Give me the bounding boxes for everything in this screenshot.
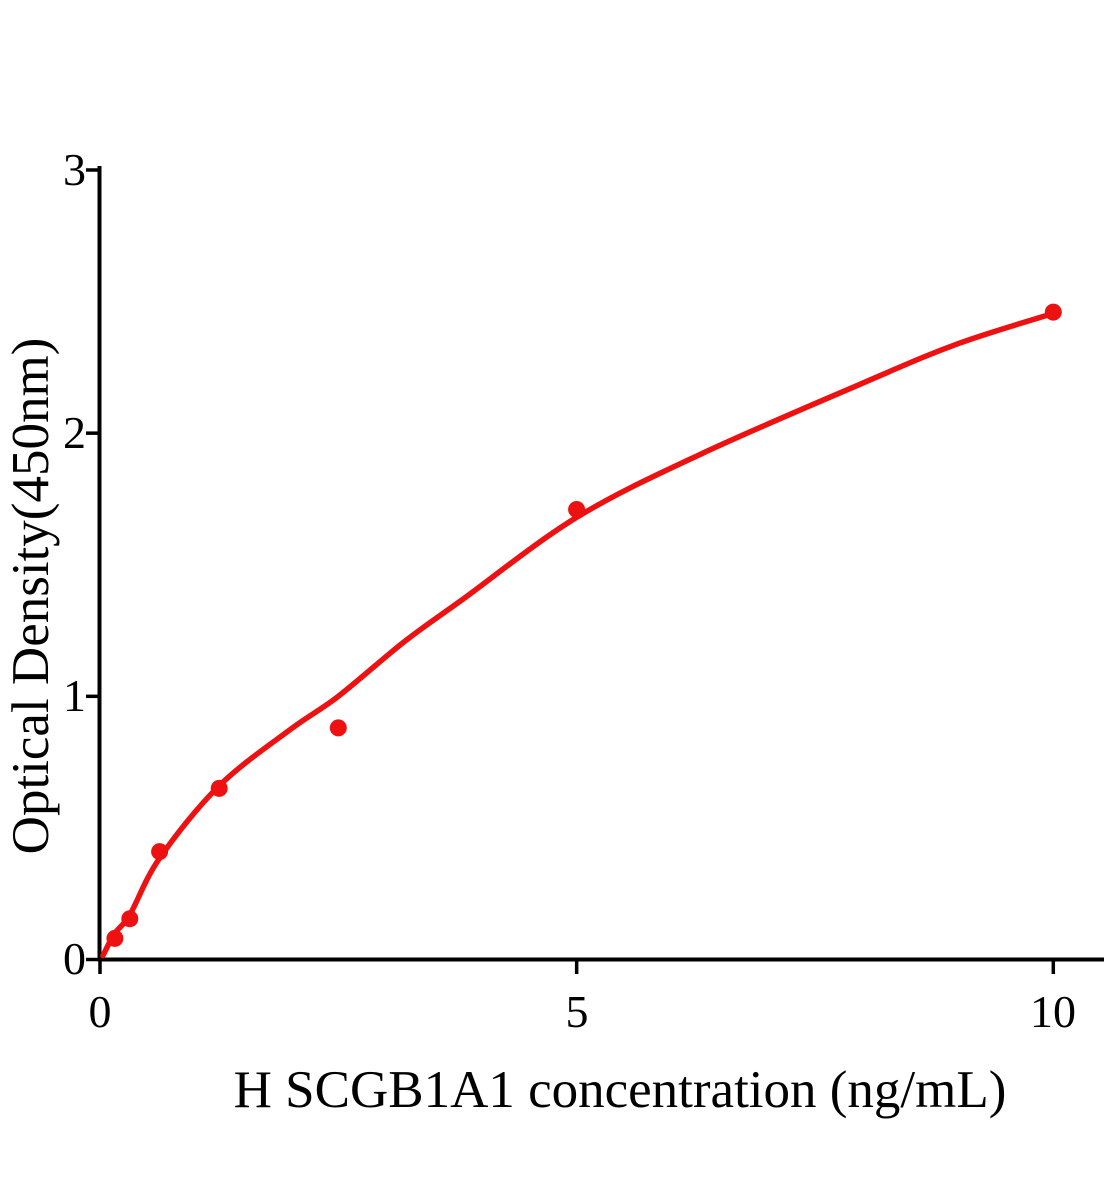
data-point-2 — [151, 843, 169, 861]
data-point-0 — [106, 929, 124, 947]
y-axis-ticks — [86, 168, 98, 962]
y-axis-title: Optical Density(450nm) — [2, 337, 60, 855]
x-tick-label-0: 0 — [88, 986, 112, 1037]
x-tick-label-5: 5 — [565, 986, 589, 1037]
y-tick-label-1: 1 — [63, 670, 86, 721]
data-point-3 — [210, 779, 228, 797]
x-tick-label-10: 10 — [1030, 986, 1076, 1037]
fit-curve-line — [100, 310, 1057, 959]
data-point-1 — [121, 910, 139, 928]
data-point-6 — [1044, 303, 1062, 321]
y-tick-label-3: 3 — [63, 144, 86, 195]
data-point-5 — [568, 501, 586, 518]
x-axis-title: H SCGB1A1 concentration (ng/mL) — [233, 1061, 1007, 1119]
y-tick-label-0: 0 — [63, 933, 86, 984]
data-points — [106, 303, 1062, 947]
y-tick-label-2: 2 — [63, 407, 86, 458]
x-axis-ticks — [98, 961, 1056, 974]
data-point-4 — [329, 719, 347, 737]
